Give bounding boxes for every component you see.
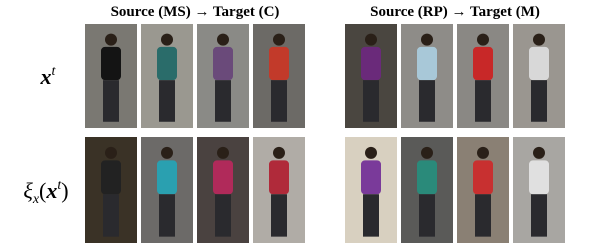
person-legs <box>103 194 119 236</box>
panel-title: Source (RP) → Target (M) <box>370 4 540 20</box>
superscript: t <box>52 64 57 79</box>
panel-title: Source (MS) → Target (C) <box>111 4 280 20</box>
person-legs <box>271 194 287 236</box>
symbol: x <box>40 64 52 89</box>
person-head <box>477 34 489 46</box>
person-torso <box>101 47 121 80</box>
person-torso <box>157 160 177 194</box>
person-legs <box>159 194 175 236</box>
person-torso <box>213 47 233 80</box>
person-torso <box>417 47 437 80</box>
person-head <box>365 147 377 159</box>
row-label: ξx(xt) <box>23 178 68 207</box>
symbol: x <box>45 178 57 203</box>
person-torso <box>417 160 437 194</box>
person-head <box>365 34 377 46</box>
person-torso <box>473 160 493 194</box>
person-head <box>421 147 433 159</box>
person-legs <box>419 194 435 236</box>
person-torso <box>473 47 493 80</box>
person-legs <box>215 194 231 236</box>
person-head <box>105 34 117 46</box>
person-head <box>533 147 545 159</box>
photo-grid <box>85 24 565 243</box>
person-legs <box>363 80 379 122</box>
person-legs <box>363 194 379 236</box>
person-torso <box>361 47 381 80</box>
person-torso <box>529 160 549 194</box>
row-label: xt <box>40 64 57 89</box>
person-legs <box>419 80 435 122</box>
person-legs <box>475 194 491 236</box>
person-torso <box>213 160 233 194</box>
paren: ) <box>61 178 68 203</box>
person-torso <box>269 47 289 80</box>
person-head <box>161 34 173 46</box>
person-legs <box>159 80 175 122</box>
paren: ( <box>39 178 46 203</box>
person-torso <box>529 47 549 80</box>
person-torso <box>157 47 177 80</box>
person-head <box>421 34 433 46</box>
person-head <box>105 147 117 159</box>
person-head <box>477 147 489 159</box>
person-torso <box>101 160 121 194</box>
person-head <box>273 34 285 46</box>
person-legs <box>531 80 547 122</box>
person-legs <box>215 80 231 122</box>
person-legs <box>475 80 491 122</box>
person-legs <box>103 80 119 122</box>
person-legs <box>531 194 547 236</box>
person-torso <box>361 160 381 194</box>
person-head <box>217 147 229 159</box>
person-legs <box>271 80 287 122</box>
person-head <box>533 34 545 46</box>
person-head <box>161 147 173 159</box>
figure: Source (MS) → Target (C) Source (RP) → T… <box>0 0 600 247</box>
person-head <box>217 34 229 46</box>
person-head <box>273 147 285 159</box>
person-torso <box>269 160 289 194</box>
